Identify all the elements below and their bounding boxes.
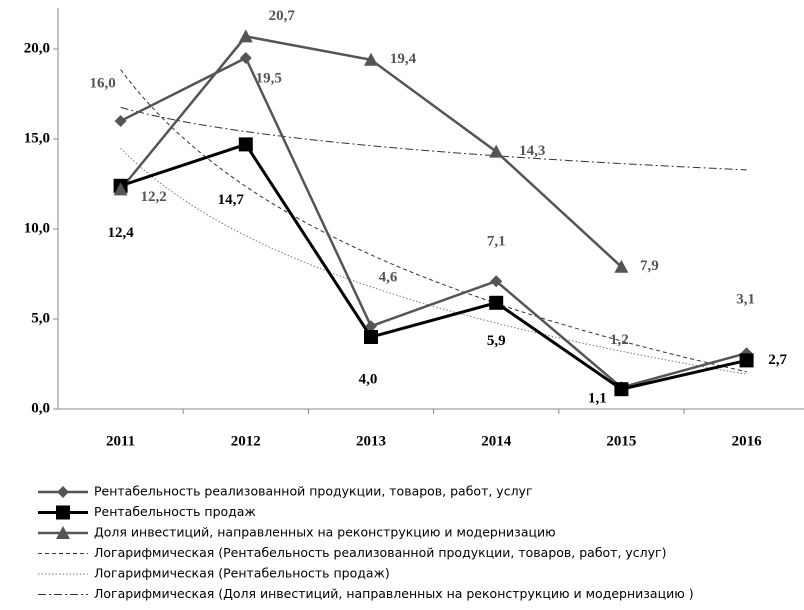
point (614, 382, 629, 397)
x-tick-label: 2016 (732, 433, 763, 449)
data-label: 4,6 (379, 270, 398, 286)
data-label: 1,2 (610, 332, 629, 348)
data-label: 3,1 (736, 292, 755, 308)
point (57, 486, 69, 498)
data-label: 1,1 (588, 391, 607, 407)
point (365, 320, 377, 333)
point (56, 526, 70, 539)
trendline (120, 106, 747, 171)
y-tick-label: 0,0 (31, 400, 50, 416)
data-label: 2,7 (768, 352, 787, 368)
point (238, 29, 253, 43)
point (364, 330, 378, 344)
point (239, 52, 252, 64)
data-label: 12,2 (140, 189, 166, 205)
y-tick-label: 15,0 (24, 130, 50, 146)
legend-label: Логарифмическая (Рентабельность реализов… (94, 545, 667, 560)
data-label: 12,4 (107, 225, 134, 241)
trendline (120, 69, 747, 373)
point (739, 353, 754, 368)
data-label: 7,9 (640, 258, 659, 274)
point (489, 144, 504, 158)
legend-label: Рентабельность реализованной продукции, … (94, 484, 533, 499)
x-tick-label: 2011 (106, 433, 135, 449)
x-tick-label: 2014 (481, 433, 512, 449)
data-label: 19,5 (256, 70, 282, 86)
data-label: 4,0 (359, 371, 378, 387)
trendline (120, 148, 747, 375)
series-line (119, 35, 623, 268)
data-label: 7,1 (487, 234, 506, 250)
legend-label: Логарифмическая (Рентабельность продаж) (94, 566, 390, 581)
point (490, 275, 503, 288)
point (364, 52, 378, 66)
legend-label: Логарифмическая (Доля инвестиций, направ… (94, 586, 694, 601)
y-tick-label: 10,0 (24, 220, 50, 236)
y-tick-label: 20,0 (24, 40, 50, 56)
data-label: 14,7 (218, 192, 245, 208)
x-tick-label: 2013 (356, 433, 386, 449)
data-label: 20,7 (269, 8, 296, 24)
point (114, 115, 127, 127)
point (614, 259, 629, 273)
legend-label: Доля инвестиций, направленных на реконст… (94, 525, 556, 540)
legend-label: Рентабельность продаж (94, 504, 256, 519)
series-line (120, 142, 747, 391)
data-label: 14,3 (519, 143, 545, 159)
point (113, 182, 128, 196)
point (489, 295, 504, 310)
point (56, 505, 70, 520)
x-tick-label: 2015 (606, 433, 636, 449)
y-tick-label: 5,0 (31, 310, 50, 326)
series-line (120, 56, 747, 389)
data-label: 16,0 (89, 75, 115, 91)
point (238, 137, 253, 152)
data-label: 19,4 (390, 51, 417, 67)
x-tick-label: 2012 (231, 433, 261, 449)
data-label: 5,9 (487, 333, 506, 349)
